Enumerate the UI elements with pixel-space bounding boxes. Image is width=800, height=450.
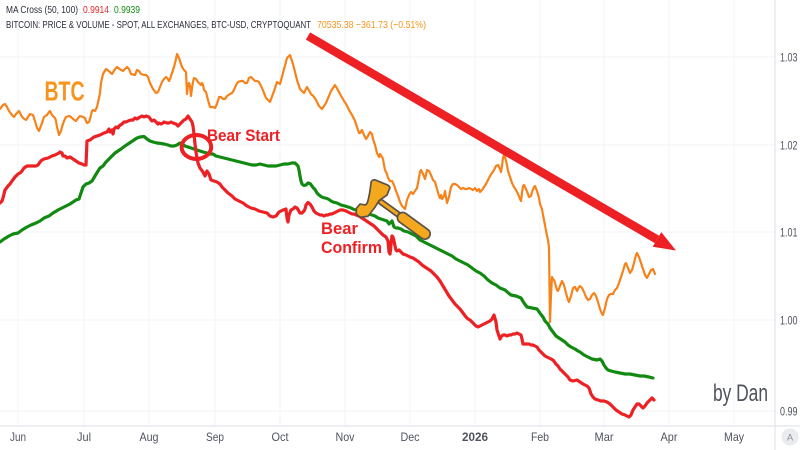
svg-text:1.01: 1.01 (780, 225, 798, 239)
svg-text:Nov: Nov (336, 430, 355, 444)
svg-text:May: May (724, 430, 744, 444)
svg-text:Apr: Apr (661, 430, 678, 444)
svg-text:BTC: BTC (45, 76, 85, 107)
svg-text:70535.38 −361.73 (−0.51%): 70535.38 −361.73 (−0.51%) (317, 19, 426, 31)
svg-text:0.9914: 0.9914 (83, 4, 109, 16)
svg-text:Bear: Bear (321, 220, 359, 238)
svg-text:1.00: 1.00 (780, 313, 798, 327)
svg-text:2026: 2026 (462, 430, 488, 444)
svg-text:Jun: Jun (10, 430, 26, 444)
svg-text:MA Cross (50, 100): MA Cross (50, 100) (6, 4, 78, 16)
svg-text:1.02: 1.02 (780, 138, 798, 152)
svg-text:Dec: Dec (401, 430, 420, 444)
svg-text:Oct: Oct (272, 430, 290, 444)
svg-text:Confirm: Confirm (321, 239, 382, 257)
svg-text:BITCOIN: PRICE & VOLUME - SPOT: BITCOIN: PRICE & VOLUME - SPOT, ALL EXCH… (6, 19, 311, 31)
svg-text:Sep: Sep (206, 430, 224, 444)
svg-text:A: A (787, 433, 794, 444)
svg-text:Mar: Mar (595, 430, 614, 444)
svg-text:Jul: Jul (77, 430, 91, 444)
svg-text:Feb: Feb (531, 430, 549, 444)
svg-text:0.9939: 0.9939 (114, 4, 140, 16)
svg-text:Aug: Aug (140, 430, 159, 444)
svg-text:1.03: 1.03 (780, 50, 798, 64)
svg-text:by Dan: by Dan (713, 380, 768, 407)
svg-text:Bear Start: Bear Start (207, 127, 280, 145)
svg-text:0.99: 0.99 (780, 404, 798, 418)
